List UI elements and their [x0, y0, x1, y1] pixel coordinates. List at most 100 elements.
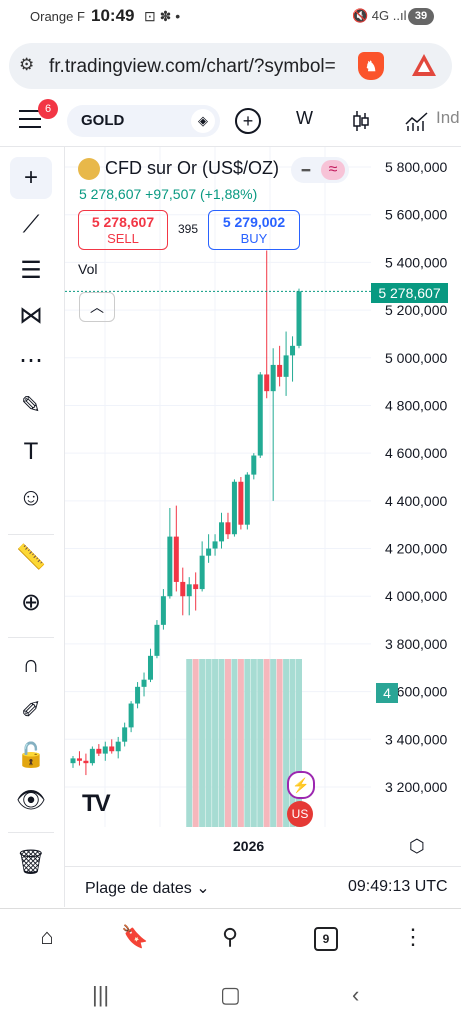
status-bar: Orange F 10:49 ⊡ ✽ • 🔇 4G ..ıl 39 [0, 0, 461, 34]
compare-add-icon[interactable]: + [235, 108, 261, 134]
back-icon[interactable]: ‹ [352, 982, 360, 1007]
candle-body [96, 748, 102, 754]
crosshair-icon[interactable]: + [10, 157, 52, 199]
menu-icon[interactable] [19, 110, 41, 128]
signal-icons: 🔇 4G ..ıl [352, 8, 407, 23]
symbol-title[interactable]: CFD sur Or (US$/OZ) [105, 158, 279, 178]
notification-icons: ⊡ ✽ • [144, 8, 181, 24]
sell-price: 5 278,607 [91, 214, 155, 230]
volume-bar [257, 659, 264, 827]
brave-shields-icon[interactable]: ♞ [358, 52, 384, 80]
y-tick-label: 4 800,000 [385, 397, 447, 413]
volume-bar [237, 659, 244, 827]
tradingview-logo[interactable]: TV [82, 790, 111, 817]
trendline-icon[interactable]: ⟋ [22, 211, 40, 238]
volume-bar [250, 659, 257, 827]
volume-bar [296, 659, 302, 827]
diamond-icon[interactable]: ◈ [191, 109, 215, 133]
volume-bar [212, 659, 219, 827]
y-tick-label: 5 400,000 [385, 254, 447, 270]
candles-icon[interactable] [352, 110, 370, 132]
y-tick-label: 4 400,000 [385, 493, 447, 509]
home-icon[interactable]: ⌂ [40, 924, 54, 949]
url-text[interactable]: fr.tradingview.com/chart/?symbol= [49, 56, 336, 77]
candle-body [89, 748, 95, 764]
emoji-icon[interactable]: ☺ [18, 484, 44, 511]
y-tick-label: 5 800,000 [385, 159, 447, 175]
site-settings-icon[interactable]: ⚙ [19, 55, 35, 74]
buy-price: 5 279,002 [222, 214, 286, 230]
volume-bar [270, 659, 277, 827]
symbol-name: GOLD [81, 112, 125, 129]
candle-body [122, 727, 128, 742]
price-chart[interactable]: 5 800,000 5 600,000 5 400,000 5 200,000 5 00… [65, 147, 461, 827]
magnet-icon[interactable]: ∩ [22, 651, 40, 678]
sell-button[interactable]: 5 278,607 SELL [78, 210, 168, 250]
brush-icon[interactable]: ✎ [20, 392, 42, 419]
spread-value: 395 [178, 222, 199, 236]
y-tick-label: 3 400,000 [385, 731, 447, 747]
tabs-button[interactable]: 9 [314, 927, 338, 951]
prediction-icon[interactable]: ⋯ [19, 347, 43, 374]
indicators-icon[interactable] [405, 110, 429, 132]
candle-body [160, 596, 166, 625]
volume-bar [186, 659, 193, 827]
candle-body [257, 374, 263, 456]
y-tick-label: 3 600,000 [385, 684, 447, 700]
lock-drawing-icon[interactable]: ✐ [20, 697, 42, 724]
events-bolt-icon[interactable]: ⚡ [287, 771, 315, 799]
gold-coin-icon [78, 158, 100, 180]
candle-body [270, 364, 276, 392]
x-axis-label: 2026 [233, 838, 265, 854]
volume-bar [283, 659, 290, 827]
recent-apps-icon[interactable]: ||| [92, 982, 110, 1007]
y-tick-label: 4 000,000 [385, 588, 447, 604]
text-icon[interactable]: T [23, 438, 39, 465]
indicators-label[interactable]: Ind [436, 108, 460, 127]
candle-body [296, 291, 302, 346]
candle-body [199, 555, 205, 590]
home-button-icon[interactable]: ▢ [220, 982, 241, 1007]
utc-clock[interactable]: 09:49:13 UTC [348, 878, 448, 895]
symbol-search-button[interactable]: GOLD ◈ [67, 105, 220, 137]
ruler-icon[interactable]: 📏 [16, 544, 46, 571]
fib-retracement-icon[interactable]: ☰ [20, 257, 42, 284]
zoom-in-icon[interactable]: ⊕ [20, 589, 42, 616]
chart-mode-toggle[interactable]: ━ ≈ [291, 157, 349, 183]
unlock-icon[interactable]: 🔓 [16, 742, 46, 769]
rewards-icon[interactable] [411, 52, 437, 78]
search-icon[interactable]: ⚲ [221, 924, 239, 949]
bookmark-icon[interactable]: 🔖 [121, 924, 149, 949]
date-range-button[interactable]: Plage de dates ⌄ [85, 880, 210, 897]
buy-label: BUY [240, 231, 268, 246]
price-change: 5 278,607 +97,507 (+1,88%) [79, 186, 258, 202]
candle-body [115, 741, 121, 752]
chart-toolbar: 6 GOLD ◈ + W Ind [0, 98, 461, 147]
y-tick-label: 4 200,000 [385, 541, 447, 557]
volume-bar [289, 659, 296, 827]
y-tick-label: 4 600,000 [385, 445, 447, 461]
collapse-legend-button[interactable]: ︿ [79, 292, 115, 322]
interval-button[interactable]: W [296, 108, 313, 128]
volume-bar [205, 659, 212, 827]
candle-body [76, 758, 82, 761]
us-flag-icon[interactable]: US [287, 801, 313, 827]
notification-badge: 6 [38, 99, 58, 119]
minus-icon[interactable]: ━ [301, 162, 311, 178]
pattern-icon[interactable]: ⋈ [19, 302, 43, 329]
trash-icon[interactable]: 🗑 [15, 849, 47, 876]
visibility-icon[interactable]: 👁 [15, 787, 47, 814]
candle-body [212, 541, 218, 549]
candle-body [83, 760, 89, 764]
candle-body [186, 584, 192, 597]
address-bar[interactable]: ⚙ fr.tradingview.com/chart/?symbol= ♞ [9, 43, 452, 89]
candle-body [264, 374, 270, 392]
candle-body [251, 455, 257, 475]
wave-icon[interactable]: ≈ [321, 160, 345, 180]
buy-button[interactable]: 5 279,002 BUY [208, 210, 300, 250]
candle-body [135, 686, 141, 704]
drawing-toolbar: + ⟋ ☰ ⋈ ⋯ ✎ T ☺ 📏 ⊕ ∩ ✐ 🔓 👁 🗑 [0, 147, 65, 907]
candle-body [180, 581, 186, 597]
more-menu-icon[interactable]: ⋮ [402, 924, 424, 949]
settings-icon[interactable]: ⬡ [409, 836, 425, 856]
